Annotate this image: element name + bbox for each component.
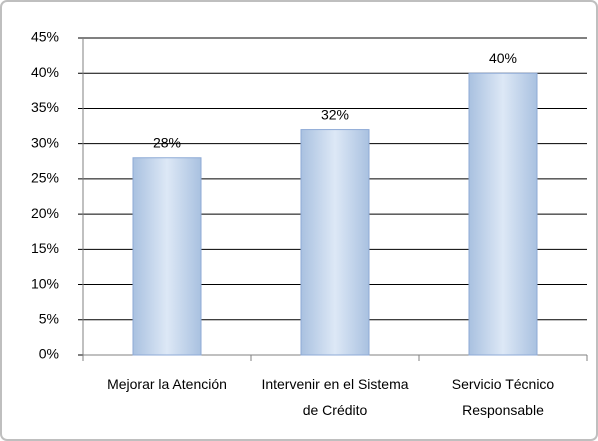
y-tick-label: 25% — [31, 170, 59, 186]
bar — [468, 72, 538, 356]
x-tick-label: Mejorar la Atención — [107, 376, 227, 392]
y-tick-label: 45% — [31, 29, 59, 45]
x-tick-label: Intervenir en el Sistema de Crédito — [261, 376, 409, 418]
value-label: 40% — [489, 50, 517, 66]
y-tick-label: 15% — [31, 240, 59, 256]
y-tick-label: 30% — [31, 134, 59, 150]
value-label: 32% — [321, 106, 349, 122]
bar — [300, 129, 370, 356]
y-tick-label: 10% — [31, 275, 59, 291]
bar — [132, 157, 202, 356]
y-tick-label: 35% — [31, 99, 59, 115]
x-tick-label: Servicio Técnico Responsable — [451, 376, 555, 418]
value-label: 28% — [153, 134, 181, 150]
y-tick-label: 0% — [39, 346, 59, 362]
y-tick-label: 40% — [31, 64, 59, 80]
y-tick-label: 5% — [39, 310, 59, 326]
y-tick-label: 20% — [31, 205, 59, 221]
